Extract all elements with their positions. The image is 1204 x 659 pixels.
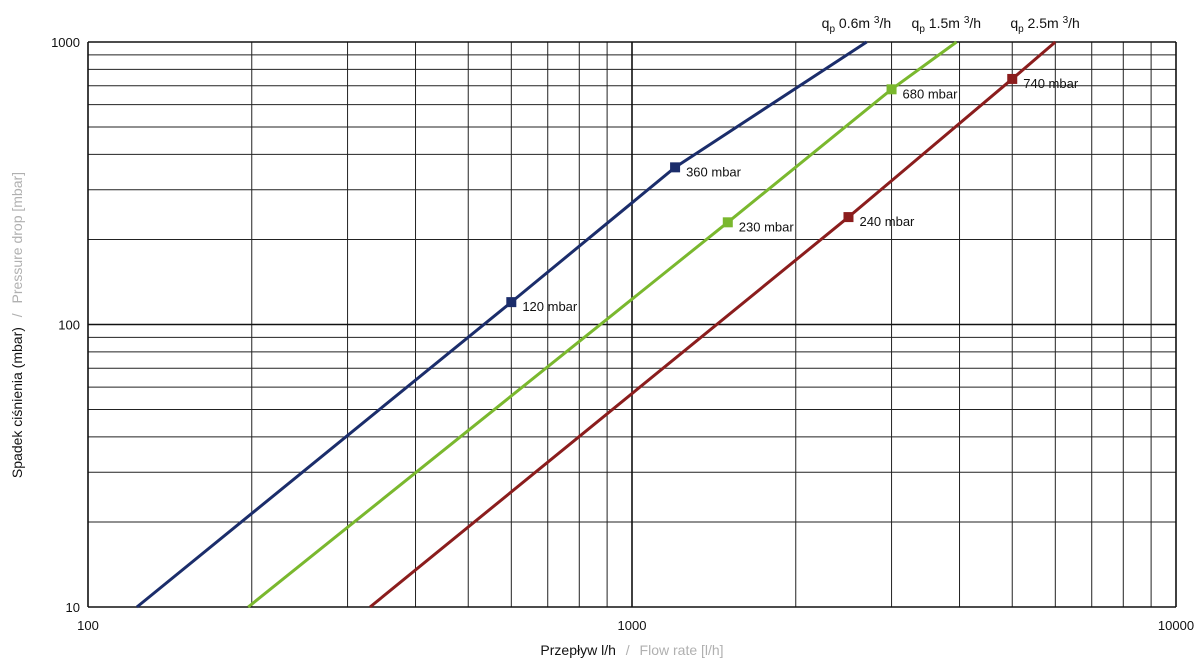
y-tick-label: 1000 — [51, 35, 80, 50]
series-title: qp 0.6m 3/h — [822, 15, 892, 35]
series-title-superscript: 3 — [964, 15, 970, 26]
series-marker — [843, 212, 854, 223]
series-line — [135, 40, 868, 609]
series-title: qp 2.5m 3/h — [1010, 15, 1080, 35]
series-marker — [506, 297, 517, 308]
y-tick-label: 10 — [66, 600, 80, 615]
series-title-main: 0.6m — [835, 15, 874, 31]
series-marker — [670, 162, 681, 173]
y-axis-label: Spadek ciśnienia (mbar) / Pressure drop … — [9, 172, 25, 478]
marker-label: 120 mbar — [522, 299, 578, 314]
series-line — [247, 40, 958, 609]
series-title-q: q — [912, 15, 920, 31]
series-line — [369, 40, 1057, 609]
marker-label: 680 mbar — [903, 86, 959, 101]
series-title-tail: /h — [969, 15, 981, 31]
tick-labels: 100 1000 10000 10 100 1000 — [51, 35, 1194, 633]
marker-labels: 120 mbar 360 mbar 230 mbar 680 mbar 240 mbar… — [522, 76, 1079, 314]
major-gridlines — [87, 41, 1177, 608]
series-titles: qp 0.6m 3/h qp 1.5m 3/h qp 2.5m 3/h — [822, 15, 1080, 35]
y-axis-label-alt: Pressure drop [mbar] — [9, 172, 25, 304]
series-title-main: 1.5m — [925, 15, 964, 31]
series-title-subscript: p — [829, 24, 835, 35]
series-title-tail: /h — [879, 15, 891, 31]
series-title-tail: /h — [1068, 15, 1080, 31]
y-tick-label: 100 — [58, 318, 80, 333]
series-title-subscript: p — [1018, 24, 1024, 35]
y-axis-label-separator: / — [9, 313, 25, 317]
x-tick-label: 100 — [77, 618, 99, 633]
series-title-q: q — [822, 15, 830, 31]
series-title-superscript: 3 — [874, 15, 880, 26]
series-lines — [135, 40, 1057, 609]
marker-label: 740 mbar — [1023, 76, 1079, 91]
series-title-superscript: 3 — [1063, 15, 1069, 26]
marker-label: 230 mbar — [739, 219, 795, 234]
series-title-subscript: p — [919, 24, 925, 35]
x-tick-label: 1000 — [618, 618, 647, 633]
series-title: qp 1.5m 3/h — [912, 15, 982, 35]
series-markers — [506, 73, 1018, 308]
x-axis-label-separator: / — [626, 642, 630, 658]
series-title-main: 2.5m — [1024, 15, 1063, 31]
x-axis-label-alt: Flow rate [l/h] — [640, 642, 724, 658]
marker-label: 360 mbar — [686, 164, 742, 179]
series-marker — [722, 217, 733, 228]
series-marker — [886, 84, 897, 95]
x-axis-label: Przepływ l/h / Flow rate [l/h] — [540, 642, 723, 658]
marker-label: 240 mbar — [859, 214, 915, 229]
y-axis-label-main: Spadek ciśnienia (mbar) — [9, 327, 25, 478]
series-marker — [1007, 73, 1018, 84]
series-title-q: q — [1010, 15, 1018, 31]
x-axis-label-main: Przepływ l/h — [540, 642, 615, 658]
x-tick-label: 10000 — [1158, 618, 1194, 633]
